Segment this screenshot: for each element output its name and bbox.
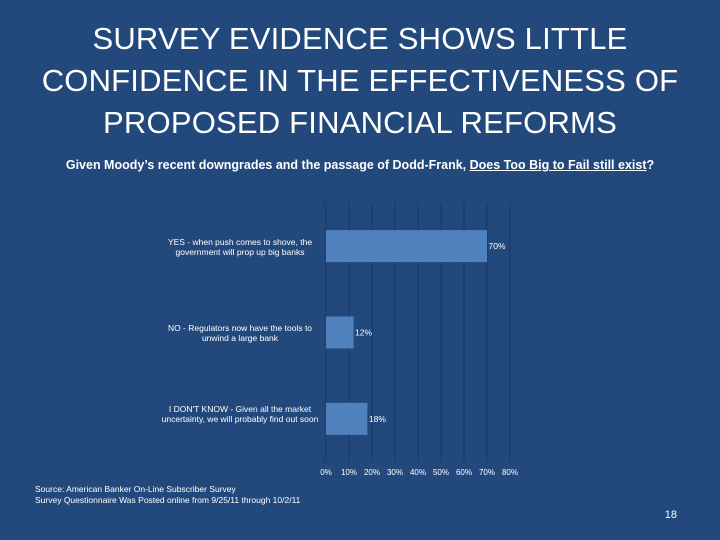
bar-0 <box>326 230 487 263</box>
source-line-2: Survey Questionnaire Was Posted online f… <box>35 495 301 505</box>
x-tick-label-7: 70% <box>479 468 495 477</box>
data-label-2: 18% <box>369 414 386 424</box>
x-tick-label-6: 60% <box>456 468 472 477</box>
title-line-3: PROPOSED FINANCIAL REFORMS <box>103 105 617 140</box>
x-tick-label-5: 50% <box>433 468 449 477</box>
chart-data-labels: 70% 12% 18% <box>355 241 506 424</box>
chart-bars <box>326 230 487 435</box>
bar-1 <box>326 316 354 349</box>
x-tick-label-3: 30% <box>387 468 403 477</box>
slide-title: SURVEY EVIDENCE SHOWS LITTLE CONFIDENCE … <box>20 18 700 144</box>
x-tick-label-1: 10% <box>341 468 357 477</box>
x-tick-label-8: 80% <box>502 468 518 477</box>
data-label-1: 12% <box>355 328 372 338</box>
data-label-0: 70% <box>488 241 505 251</box>
x-tick-label-0: 0% <box>320 468 332 477</box>
category-label-no: NO - Regulators now have the tools to un… <box>167 323 313 343</box>
title-line-2: CONFIDENCE IN THE EFFECTIVENESS OF <box>41 63 679 98</box>
source-line-1: Source: American Banker On-Line Subscrib… <box>35 484 236 494</box>
bar-2 <box>326 402 368 435</box>
question-prefix: Given Moody’s recent downgrades and the … <box>65 158 470 172</box>
chart-question: Given Moody’s recent downgrades and the … <box>0 158 720 172</box>
question-suffix: ? <box>646 158 655 172</box>
category-label-dont-know: I DON'T KNOW - Given all the market unce… <box>161 404 319 424</box>
title-line-1: SURVEY EVIDENCE SHOWS LITTLE <box>92 21 628 56</box>
category-label-yes: YES - when push comes to shove, the gove… <box>167 237 313 257</box>
slide-number: 18 <box>664 509 677 521</box>
x-tick-label-4: 40% <box>410 468 426 477</box>
source-note: Source: American Banker On-Line Subscrib… <box>35 484 300 506</box>
question-underlined: Does Too Big to Fail still exist <box>469 158 647 172</box>
chart-x-ticks: 0% 10% 20% 30% 40% 50% 60% 70% 80% <box>320 468 518 477</box>
x-tick-label-2: 20% <box>364 468 380 477</box>
